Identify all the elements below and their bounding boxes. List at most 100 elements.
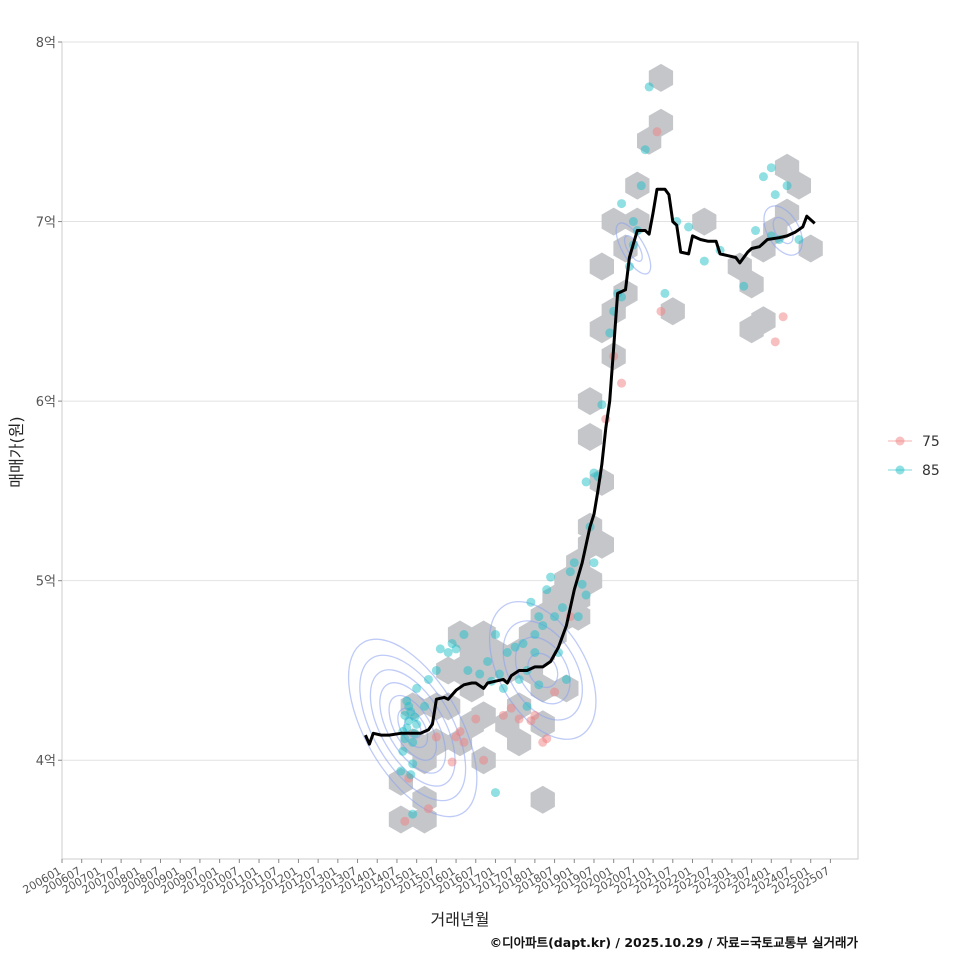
point-85	[577, 579, 587, 589]
hex-bin	[727, 252, 752, 281]
point-85	[770, 190, 780, 200]
point-85	[396, 766, 406, 776]
hex-bin	[786, 171, 811, 200]
point-85	[597, 400, 607, 410]
hex-bin	[601, 207, 626, 236]
point-85	[423, 674, 433, 684]
density-contour	[347, 638, 478, 818]
scatter-points	[396, 82, 804, 826]
point-85	[518, 639, 528, 649]
density-contour	[502, 620, 583, 721]
point-85	[628, 217, 638, 227]
x-axis-title: 거래년월	[431, 910, 490, 929]
y-tick-label: 6억	[36, 395, 56, 410]
point-85	[565, 567, 575, 577]
point-75	[652, 127, 662, 137]
point-85	[490, 630, 500, 640]
gridlines	[62, 41, 858, 761]
point-75	[778, 312, 788, 322]
point-85	[581, 590, 591, 600]
point-85	[398, 746, 408, 756]
density-contour	[359, 654, 467, 802]
hex-bin	[660, 297, 685, 326]
point-85	[557, 603, 567, 613]
point-75	[656, 306, 666, 316]
hex-bin	[751, 234, 776, 263]
point-75	[530, 710, 540, 720]
point-85	[490, 788, 500, 798]
point-75	[498, 710, 508, 720]
point-85	[561, 674, 571, 684]
point-85	[412, 683, 422, 693]
point-85	[766, 163, 776, 173]
point-85	[412, 719, 422, 729]
hex-bin	[577, 387, 603, 416]
point-85	[483, 656, 493, 666]
point-85	[794, 235, 804, 245]
point-75	[542, 734, 552, 744]
point-85	[758, 172, 768, 182]
hex-bin	[459, 674, 484, 703]
y-tick-label: 4억	[36, 754, 56, 769]
point-85	[589, 558, 599, 568]
point-75	[400, 816, 410, 826]
density-contour	[615, 222, 652, 275]
point-85	[475, 669, 485, 679]
point-75	[770, 337, 780, 347]
point-85	[684, 222, 694, 232]
legend-label-85: 85	[922, 463, 940, 479]
point-75	[471, 714, 481, 724]
y-tick-label: 7억	[36, 216, 56, 231]
point-75	[550, 687, 560, 697]
point-85	[534, 612, 544, 622]
point-85	[400, 710, 410, 720]
hex-bin	[459, 638, 484, 667]
hex-bin	[530, 785, 555, 814]
x-axis-ticks: 2006012006072007012007072008012008072009…	[21, 859, 832, 897]
y-axis-title: 매매가(원)	[7, 416, 26, 487]
point-75	[514, 714, 524, 724]
point-75	[459, 737, 469, 747]
point-85	[420, 701, 430, 711]
point-85	[636, 181, 646, 191]
hex-bin	[554, 674, 579, 703]
hex-bin	[589, 252, 614, 281]
point-85	[408, 759, 418, 769]
point-85	[546, 572, 556, 582]
point-85	[502, 648, 512, 658]
point-85	[605, 328, 615, 338]
point-85	[410, 712, 420, 722]
point-75	[423, 804, 433, 814]
hex-bin	[577, 423, 603, 451]
point-75	[447, 757, 457, 767]
point-75	[617, 378, 627, 388]
point-75	[506, 703, 516, 713]
point-85	[459, 630, 469, 640]
hex-bin	[774, 153, 800, 182]
hex-bin	[530, 638, 555, 667]
point-85	[494, 669, 504, 679]
point-85	[406, 770, 416, 780]
point-85	[569, 558, 579, 568]
point-85	[451, 644, 461, 654]
caption: ©디아파트(dapt.kr) / 2025.10.29 / 자료=국토교통부 실…	[490, 935, 859, 950]
legend-swatch-85	[895, 465, 905, 475]
legend-swatch-75	[895, 436, 905, 446]
hex-bin	[507, 692, 532, 721]
point-85	[617, 292, 627, 302]
density-contour	[388, 694, 437, 761]
hex-bin	[447, 656, 473, 685]
point-85	[431, 665, 441, 675]
point-85	[522, 701, 532, 711]
point-85	[550, 612, 560, 622]
hex-bin	[739, 270, 764, 299]
hex-bin	[507, 728, 532, 757]
point-85	[534, 680, 544, 690]
point-85	[739, 281, 749, 291]
y-axis-ticks: 4억 5억 6억 7억 8억	[36, 36, 62, 769]
point-85	[510, 642, 520, 652]
hex-bin	[589, 530, 614, 559]
hex-bin	[798, 234, 823, 263]
point-85	[408, 809, 418, 819]
point-85	[644, 82, 654, 92]
